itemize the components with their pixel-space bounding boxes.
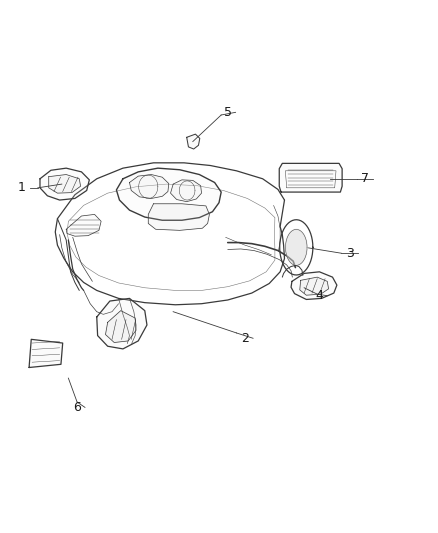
Text: 3: 3	[346, 247, 354, 260]
Polygon shape	[300, 277, 328, 295]
Polygon shape	[40, 168, 89, 200]
Polygon shape	[49, 174, 81, 193]
Polygon shape	[29, 340, 63, 368]
Text: 1: 1	[18, 181, 25, 195]
Text: 7: 7	[361, 172, 369, 185]
Polygon shape	[66, 214, 101, 236]
Polygon shape	[187, 134, 200, 149]
Polygon shape	[279, 164, 342, 192]
Polygon shape	[170, 180, 201, 201]
Text: 5: 5	[224, 106, 232, 119]
Text: 6: 6	[73, 401, 81, 414]
Polygon shape	[106, 311, 136, 343]
Polygon shape	[148, 204, 209, 230]
Text: 2: 2	[241, 332, 249, 345]
Text: 4: 4	[315, 289, 323, 302]
Polygon shape	[291, 272, 337, 300]
Polygon shape	[286, 229, 307, 265]
Polygon shape	[130, 174, 169, 198]
Polygon shape	[97, 298, 147, 349]
Polygon shape	[117, 168, 221, 220]
